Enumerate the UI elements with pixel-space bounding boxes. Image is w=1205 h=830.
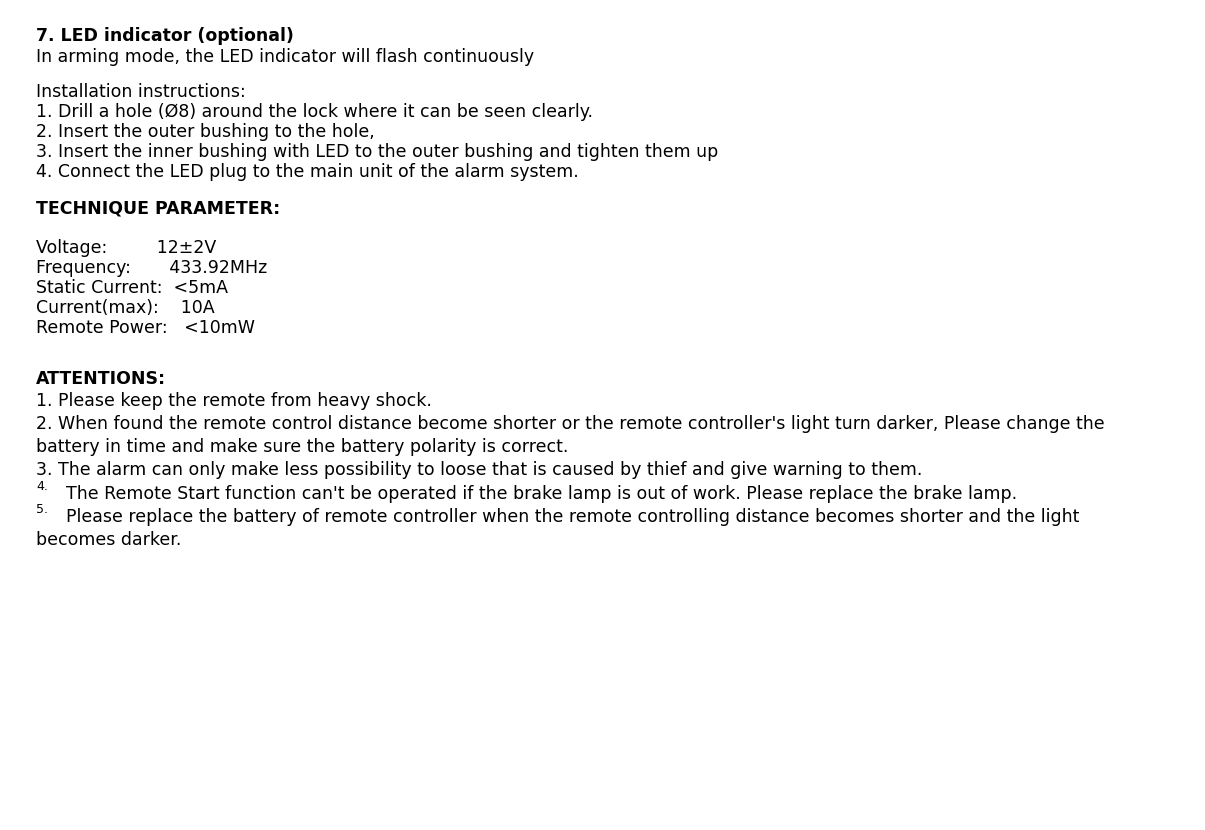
Text: Please replace the battery of remote controller when the remote controlling dist: Please replace the battery of remote con…	[66, 508, 1080, 526]
Text: 1. Please keep the remote from heavy shock.: 1. Please keep the remote from heavy sho…	[36, 392, 433, 410]
Text: Static Current:  <5mA: Static Current: <5mA	[36, 279, 228, 297]
Text: Frequency:       433.92MHz: Frequency: 433.92MHz	[36, 259, 268, 277]
Text: 7. LED indicator (optional): 7. LED indicator (optional)	[36, 27, 294, 45]
Text: Remote Power:   <10mW: Remote Power: <10mW	[36, 319, 255, 337]
Text: 4. Connect the LED plug to the main unit of the alarm system.: 4. Connect the LED plug to the main unit…	[36, 163, 578, 181]
Text: 4.: 4.	[36, 480, 48, 493]
Text: 2. When found the remote control distance become shorter or the remote controlle: 2. When found the remote control distanc…	[36, 415, 1105, 433]
Text: becomes darker.: becomes darker.	[36, 531, 182, 549]
Text: battery in time and make sure the battery polarity is correct.: battery in time and make sure the batter…	[36, 438, 569, 456]
Text: In arming mode, the LED indicator will flash continuously: In arming mode, the LED indicator will f…	[36, 48, 534, 66]
Text: Voltage:         12±2V: Voltage: 12±2V	[36, 239, 217, 257]
Text: 3. Insert the inner bushing with LED to the outer bushing and tighten them up: 3. Insert the inner bushing with LED to …	[36, 143, 718, 161]
Text: ATTENTIONS:: ATTENTIONS:	[36, 370, 166, 388]
Text: Current(max):    10A: Current(max): 10A	[36, 299, 214, 317]
Text: 1. Drill a hole (Ø8) around the lock where it can be seen clearly.: 1. Drill a hole (Ø8) around the lock whe…	[36, 103, 593, 121]
Text: 2. Insert the outer bushing to the hole,: 2. Insert the outer bushing to the hole,	[36, 123, 375, 141]
Text: The Remote Start function can't be operated if the brake lamp is out of work. Pl: The Remote Start function can't be opera…	[66, 485, 1017, 503]
Text: 3. The alarm can only make less possibility to loose that is caused by thief and: 3. The alarm can only make less possibil…	[36, 461, 923, 480]
Text: 5.: 5.	[36, 503, 48, 516]
Text: TECHNIQUE PARAMETER:: TECHNIQUE PARAMETER:	[36, 199, 281, 217]
Text: Installation instructions:: Installation instructions:	[36, 83, 246, 101]
